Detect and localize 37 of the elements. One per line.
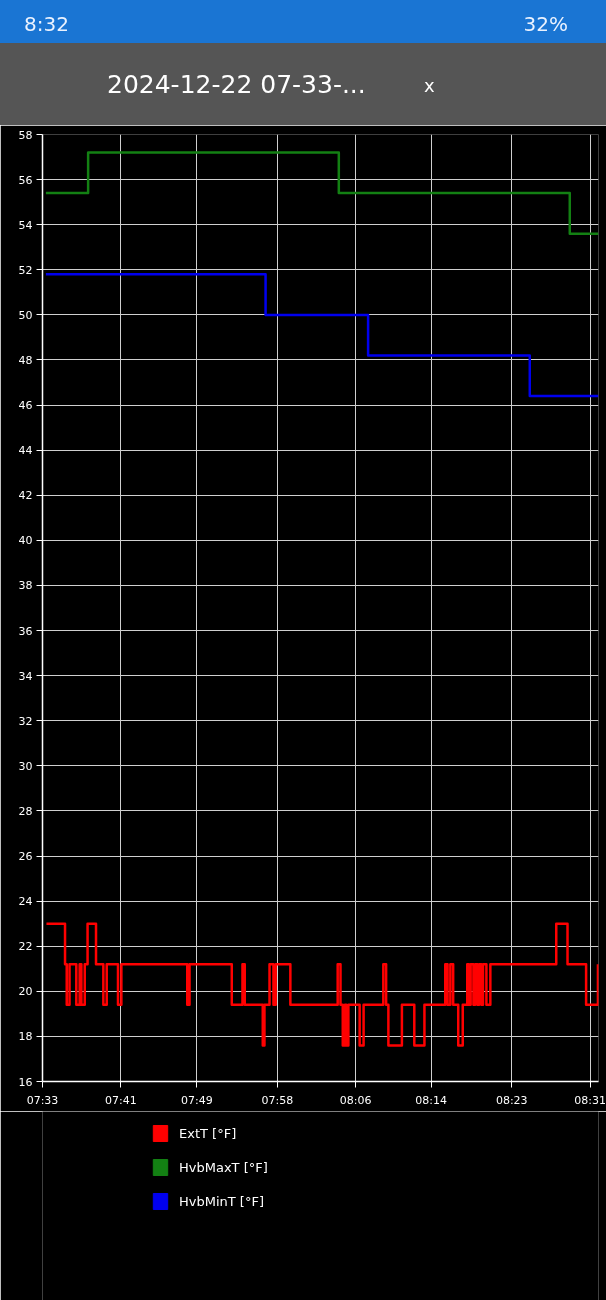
y-tick-label: 52 — [18, 263, 33, 277]
y-tick-label: 26 — [18, 850, 33, 864]
text: x — [424, 74, 435, 98]
text: 8:32 — [24, 11, 69, 38]
chart-title: 2024-12-22 07-33-... — [107, 69, 366, 101]
y-tick-label: 54 — [18, 218, 33, 232]
y-tick-label: 40 — [18, 534, 33, 548]
y-tick-label: 56 — [18, 173, 33, 187]
y-tick-label: 18 — [18, 1030, 33, 1044]
x-tick-label: 07:41 — [104, 1093, 137, 1107]
x-tick-label: 08:23 — [495, 1093, 528, 1107]
legend-label: HvbMaxT [°F] — [179, 1159, 268, 1175]
x-tick-label: 07:58 — [261, 1093, 294, 1107]
y-tick-label: 50 — [18, 308, 33, 322]
y-tick-label: 32 — [18, 714, 33, 728]
y-tick-label: 30 — [18, 759, 33, 773]
y-tick-label: 34 — [18, 669, 33, 683]
y-tick-label: 20 — [18, 985, 33, 999]
x-tick-label: 07:33 — [26, 1093, 59, 1107]
y-tick-label: 38 — [18, 579, 33, 593]
x-tick-label: 07:49 — [181, 1093, 213, 1107]
y-tick-label: 28 — [18, 804, 33, 818]
text: 32% — [523, 11, 568, 38]
y-tick-label: 16 — [18, 1075, 33, 1089]
legend-label: ExtT [°F] — [179, 1125, 237, 1141]
y-tick-label: 36 — [18, 624, 33, 638]
y-tick-label: 42 — [18, 489, 33, 503]
y-tick-label: 46 — [18, 399, 33, 413]
y-tick-label: 44 — [18, 444, 33, 458]
y-tick-label: 58 — [18, 128, 33, 142]
legend-label: HvbMinT [°F] — [179, 1193, 264, 1209]
x-tick-label: 08:06 — [339, 1093, 372, 1107]
y-tick-label: 24 — [18, 895, 33, 909]
x-tick-label: 08:14 — [415, 1093, 448, 1107]
y-tick-label: 22 — [18, 940, 33, 954]
y-tick-label: 48 — [18, 353, 33, 367]
x-tick-label: 08:31 — [574, 1093, 606, 1107]
